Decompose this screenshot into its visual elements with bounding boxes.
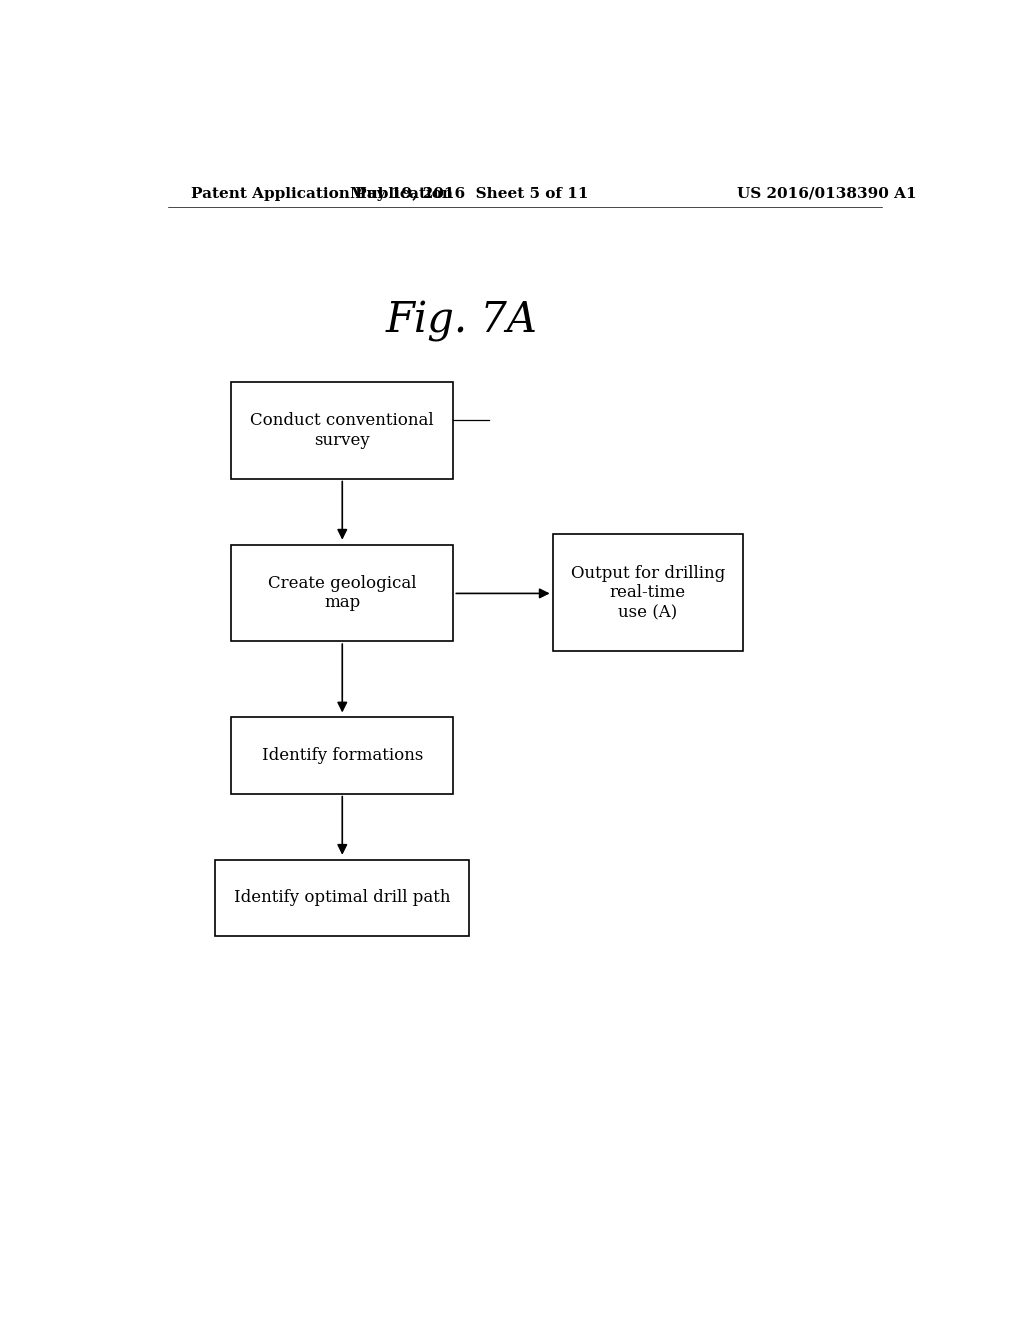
FancyBboxPatch shape (553, 535, 743, 651)
Text: Patent Application Publication: Patent Application Publication (191, 187, 454, 201)
FancyBboxPatch shape (215, 859, 469, 936)
Text: US 2016/0138390 A1: US 2016/0138390 A1 (736, 187, 916, 201)
Text: Predrilling: Predrilling (349, 399, 446, 416)
Text: Conduct conventional
survey: Conduct conventional survey (251, 412, 434, 449)
Text: Fig. 7A: Fig. 7A (385, 300, 538, 342)
Text: Create geological
map: Create geological map (268, 574, 417, 611)
Text: Output for drilling
real-time
use (A): Output for drilling real-time use (A) (570, 565, 725, 620)
FancyBboxPatch shape (231, 545, 454, 642)
FancyBboxPatch shape (231, 381, 454, 479)
Text: Identify formations: Identify formations (261, 747, 423, 764)
Text: May 19, 2016  Sheet 5 of 11: May 19, 2016 Sheet 5 of 11 (350, 187, 589, 201)
FancyBboxPatch shape (231, 718, 454, 793)
Text: Identify optimal drill path: Identify optimal drill path (234, 890, 451, 907)
